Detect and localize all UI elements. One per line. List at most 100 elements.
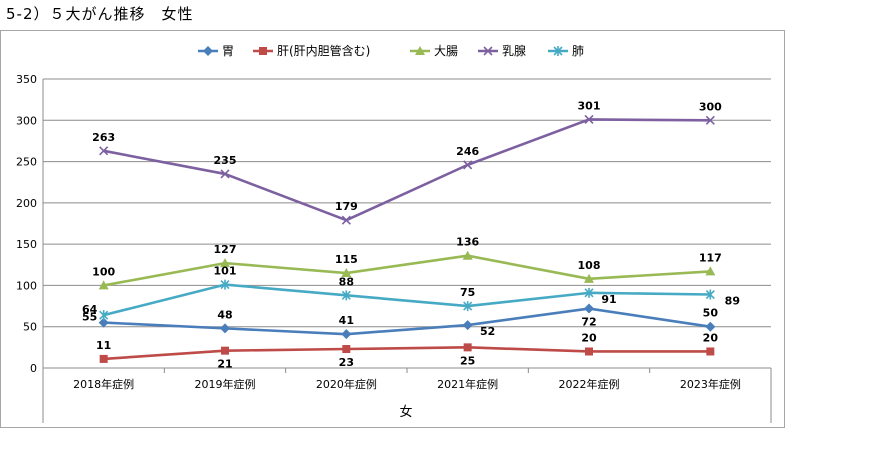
series-5-point [463, 301, 473, 312]
y-tick-label: 250 [16, 156, 37, 169]
legend-item-4: 乳腺 [478, 44, 526, 58]
legend-marker [483, 46, 493, 56]
series-3-point [462, 250, 473, 260]
line-chart: 0 50 100 150 200 250 300 350 2018年症例 2019年症例 2020年… [16, 43, 772, 423]
x-tick-label: 2020年症例 [316, 377, 377, 391]
series-1-line [103, 307, 711, 336]
series-2-point [706, 347, 715, 356]
series-1-data-label: 50 [703, 307, 719, 320]
page-title: 5-2）５大がん推移 女性 [6, 5, 194, 23]
series-2-data-label: 20 [581, 331, 597, 344]
series-5-data-label: 91 [601, 293, 616, 306]
legend-item-1: 胃 [198, 44, 234, 58]
series-1-data-label: 48 [217, 308, 232, 321]
gridlines [43, 78, 771, 328]
series-4-point [341, 215, 351, 225]
series-5-point [220, 279, 230, 290]
data-labels: 55 48 41 52 72 50 11 21 23 25 20 20 100 127 115 136 108 1… [82, 99, 740, 370]
y-tick-label: 300 [16, 114, 37, 127]
series-5-data-label: 64 [82, 303, 98, 316]
y-tick-label: 50 [23, 321, 37, 334]
series-3-line [103, 254, 711, 287]
series-4-data-label: 179 [335, 200, 358, 213]
y-tick-label: 0 [30, 362, 37, 375]
legend-item-5: 肺 [548, 44, 584, 58]
series-2-point [585, 347, 593, 356]
series-3-data-label: 127 [214, 243, 237, 256]
series-5-point [99, 310, 109, 321]
series-1-point [462, 320, 473, 331]
series-4-point [584, 114, 594, 125]
x-tick-label: 2021年症例 [437, 377, 498, 391]
series-4-data-label: 300 [699, 100, 722, 113]
series-4-data-label: 246 [456, 145, 479, 158]
series-3-data-label: 136 [456, 236, 479, 249]
series-5-data-label: 88 [339, 275, 354, 288]
series-3-point [584, 273, 594, 283]
series-3-data-label: 100 [92, 265, 115, 278]
series-2-data-label: 11 [96, 339, 111, 352]
legend-item-3: 大腸 [410, 44, 458, 58]
x-tick-label: 2018年症例 [73, 377, 134, 391]
series-3-data-label: 108 [578, 259, 601, 272]
series-4-data-label: 301 [578, 99, 601, 112]
series-4-data-label: 235 [214, 154, 237, 167]
series-1-data-label: 52 [480, 325, 495, 338]
series-3-point [220, 258, 230, 268]
legend-label: 肝(肝内胆管含む) [277, 43, 370, 58]
series-3-point [341, 268, 352, 278]
x-tick-label: 2022年症例 [559, 377, 620, 391]
series-4-line [103, 118, 711, 222]
series-3-data-label: 117 [699, 251, 722, 264]
legend-marker [553, 46, 563, 56]
series-1-point [98, 317, 109, 328]
series-4-point [463, 160, 473, 170]
series-3-data-label: 115 [335, 253, 358, 266]
series-3-point [705, 266, 716, 276]
series-2-point [99, 354, 108, 363]
series-4-point [705, 115, 715, 125]
series-2-data-label: 25 [460, 354, 475, 367]
series-5-point [584, 287, 594, 298]
y-tick-label: 200 [16, 197, 37, 210]
series-5-data-label: 101 [214, 265, 237, 278]
axes: 0 50 100 150 200 250 300 350 2018年症例 2019年症例 2020年… [16, 73, 772, 423]
series-2-data-label: 23 [339, 356, 354, 369]
chart-area: 0 50 100 150 200 250 300 350 2018年症例 2019年症例 2020年… [0, 30, 785, 428]
x-tick-label: 2023年症例 [680, 377, 741, 391]
series-2-point [221, 346, 229, 355]
series-1-point [705, 321, 716, 332]
series-5-line [103, 283, 711, 317]
series-5-data-label: 89 [725, 295, 740, 308]
series-2-data-label: 21 [217, 358, 232, 371]
series-1-data-label: 55 [82, 311, 97, 324]
legend-item-2: 肝(肝内胆管含む) [253, 43, 370, 58]
x-axis-title: 女 [399, 404, 412, 420]
y-tick-label: 150 [16, 238, 37, 251]
series-4-data-label: 263 [92, 131, 115, 144]
y-tick-label: 350 [16, 73, 37, 86]
legend-label: 胃 [222, 44, 234, 58]
series-1-data-label: 41 [339, 314, 354, 327]
series-4-point [220, 169, 230, 179]
legend-label: 肺 [572, 44, 584, 58]
legend-label: 大腸 [434, 44, 458, 58]
series-5-point [705, 289, 715, 300]
series-5-point [341, 290, 351, 301]
series-1-point [584, 303, 594, 314]
x-tick-label: 2019年症例 [195, 377, 256, 391]
series-4-point [99, 146, 109, 156]
y-tick-label: 100 [16, 279, 37, 292]
series-1-point [341, 329, 352, 340]
series-2-data-label: 20 [703, 331, 719, 344]
legend-marker [259, 47, 267, 55]
series-5-data-label: 75 [460, 286, 475, 299]
series-lines [98, 114, 716, 363]
legend-marker [415, 46, 425, 55]
series-1-point [220, 323, 230, 334]
legend: 胃 肝(肝内胆管含む) 大腸 乳腺 肺 [198, 43, 584, 58]
series-1-data-label: 72 [581, 316, 596, 329]
series-3-point [98, 280, 109, 290]
legend-marker [203, 46, 213, 56]
series-2-line [103, 346, 711, 361]
